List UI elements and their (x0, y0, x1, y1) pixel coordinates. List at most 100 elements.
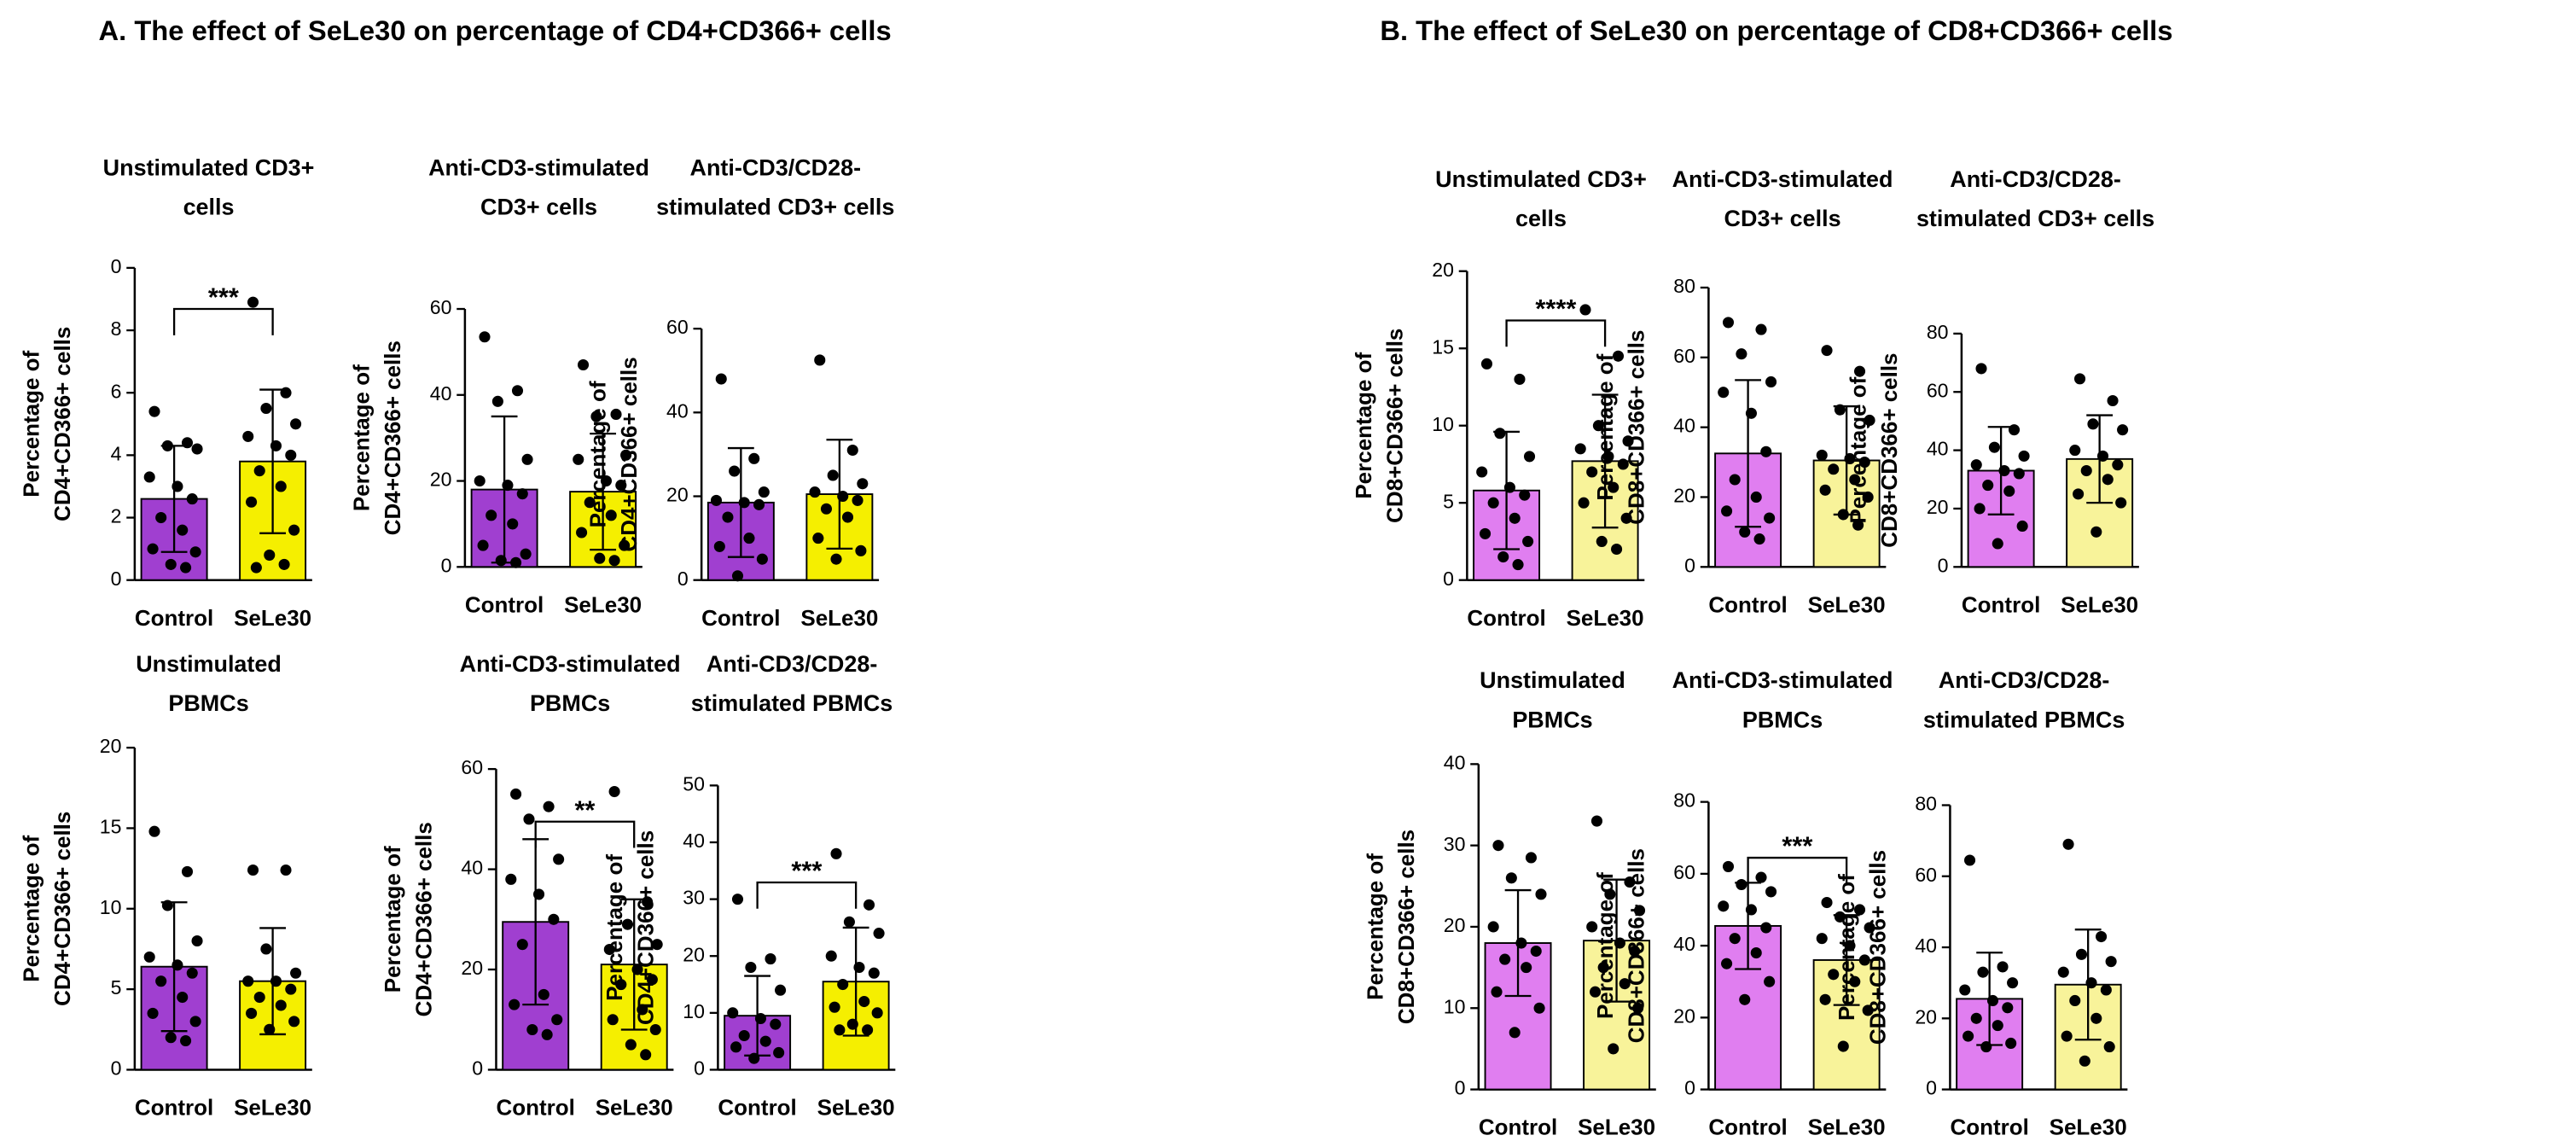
data-point (637, 1004, 648, 1016)
chart-title: cells (183, 195, 235, 220)
data-point (253, 465, 265, 477)
data-point (759, 1035, 771, 1047)
x-tick-label: SeLe30 (2061, 591, 2138, 617)
chart-title: PBMCs (1742, 707, 1823, 732)
data-point (1764, 975, 1776, 987)
error-bar (590, 432, 617, 551)
data-point (2057, 966, 2069, 978)
data-point (1998, 464, 2010, 477)
data-point (548, 913, 560, 925)
data-point (2112, 459, 2124, 471)
y-tick-label: 15 (1432, 335, 1454, 358)
data-point (829, 1001, 840, 1013)
subplot: Anti-CD3-stimulated CD3+ cells Percentage … (348, 154, 649, 617)
data-point (1620, 512, 1632, 524)
data-point (246, 1007, 258, 1019)
data-point (1864, 922, 1875, 934)
y-tick-label: 20 (1432, 259, 1454, 281)
data-point (1963, 1030, 1974, 1042)
data-point (172, 480, 183, 492)
data-point (862, 1024, 874, 1036)
data-point (1586, 921, 1598, 933)
y-tick-label: 80 (1915, 793, 1937, 815)
data-point (541, 1028, 553, 1040)
data-point (1611, 543, 1623, 556)
subplot: Unstimulated PBMCs Percentage of CD4+CD366+… (18, 651, 312, 1121)
data-point (1760, 445, 1772, 457)
y-axis-label: CD4+CD366+ cells (49, 812, 75, 1006)
data-point (754, 1012, 766, 1025)
data-point (1862, 1004, 1874, 1016)
data-point (758, 486, 770, 498)
data-point (186, 967, 198, 979)
x-tick-label: Control (1479, 1115, 1557, 1140)
significance: *** (1782, 831, 1812, 861)
data-point (1604, 888, 1616, 900)
y-tick-label: 30 (1444, 833, 1466, 855)
data-point (837, 978, 849, 991)
data-point (605, 509, 617, 521)
data-point (511, 385, 524, 397)
data-point (275, 999, 287, 1011)
data-point (1509, 1027, 1521, 1039)
data-point (2105, 956, 2117, 968)
data-point (584, 497, 596, 509)
data-point (260, 402, 272, 415)
data-point (853, 962, 865, 974)
y-tick-label: 60 (1915, 864, 1937, 886)
subplot: Anti-CD3/CD28- stimulated PBMCs Percentage… (602, 651, 896, 1121)
data-point (1619, 978, 1631, 990)
data-point (1574, 443, 1586, 455)
data-point (288, 524, 300, 536)
chart-title: PBMCs (1512, 707, 1592, 732)
data-point (738, 497, 750, 509)
data-point (820, 503, 833, 515)
data-point (1844, 452, 1856, 465)
data-point (1721, 958, 1733, 969)
y-axis-label: CD4+CD366+ cells (411, 822, 437, 1016)
data-point (615, 480, 627, 492)
data-point (2005, 1037, 2017, 1049)
y-axis-label: Percentage of (380, 846, 405, 993)
data-point (242, 430, 254, 442)
y-tick-label: 15 (100, 816, 122, 838)
data-point (516, 488, 528, 500)
y-tick-label: 0 (111, 1057, 122, 1080)
y-tick-label: 40 (666, 399, 689, 422)
data-point (1487, 497, 1499, 509)
y-axis-label: Percentage of (1592, 353, 1618, 500)
x-tick-label: SeLe30 (234, 1095, 311, 1121)
data-point (710, 494, 723, 506)
data-point (745, 962, 757, 974)
data-point (1819, 993, 1831, 1005)
data-point (1523, 451, 1536, 463)
data-point (2117, 424, 2129, 436)
data-point (1755, 323, 1767, 335)
y-axis-label: CD4+CD366+ cells (616, 357, 642, 551)
data-point (1499, 953, 1511, 965)
data-point (1497, 551, 1509, 563)
data-point (834, 1024, 846, 1036)
data-point (2079, 1055, 2090, 1067)
data-point (573, 453, 584, 465)
data-point (1963, 854, 1976, 866)
data-point (1521, 962, 1532, 974)
subplot: Unstimulated CD3+ cells Percentage of CD4+C… (18, 154, 314, 630)
data-point (713, 540, 725, 552)
data-point (1739, 526, 1751, 538)
data-point (1718, 387, 1730, 399)
y-axis-label: CD4+CD366+ cells (632, 830, 658, 1025)
chart-title: Anti-CD3-stimulated (1672, 667, 1893, 693)
data-point (1816, 449, 1828, 461)
data-point (479, 331, 491, 343)
data-point (538, 988, 550, 1000)
data-point (608, 786, 620, 798)
y-tick-label: 10 (1432, 413, 1454, 435)
data-point (2003, 485, 2015, 497)
data-point (2061, 1030, 2073, 1042)
data-point (1579, 304, 1591, 316)
data-point (278, 558, 290, 570)
data-point (177, 992, 189, 1004)
y-axis-label: Percentage of (1592, 872, 1618, 1019)
